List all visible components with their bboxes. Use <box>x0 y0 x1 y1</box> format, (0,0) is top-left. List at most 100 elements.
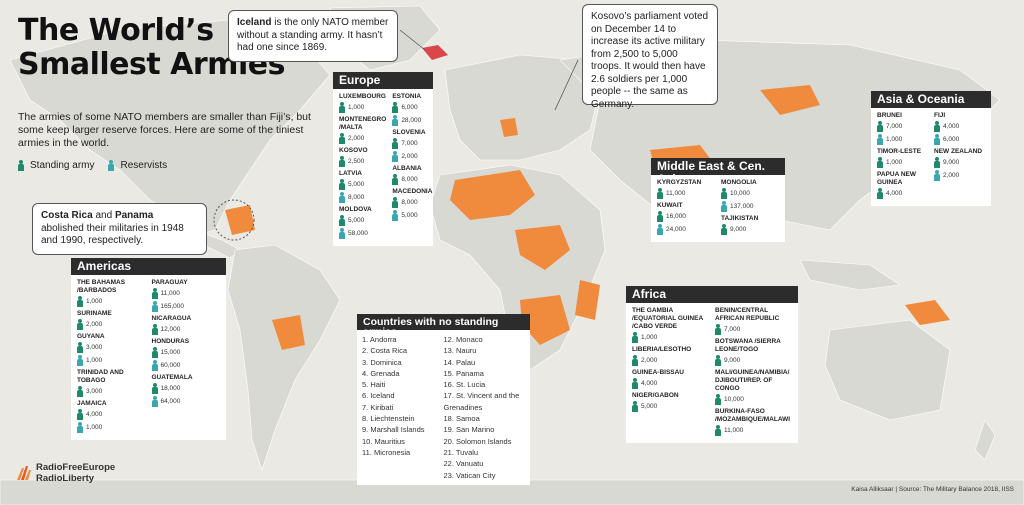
country-entry: BENIN/CENTRAL AFRICAN REPUBLIC 7,000 <box>715 307 792 336</box>
standing-army-icon <box>151 324 158 335</box>
page-title: The World’s Smallest Armies <box>18 14 285 82</box>
country-entry: GUYANA 3,000 1,000 <box>77 333 146 367</box>
mideast-panel-title: Middle East & Cen. Asia <box>651 158 785 186</box>
standing-army-row: 11,000 <box>657 187 715 200</box>
iceland-highlight <box>422 45 448 60</box>
country-name: TAJIKISTAN <box>721 215 759 222</box>
standing-army-row: 3,000 <box>77 341 146 354</box>
no-army-list-item: 20. Solomon Islands <box>443 436 512 446</box>
standing-army-icon <box>339 133 345 144</box>
standing-army-row: 12,000 <box>151 323 221 336</box>
highlight-mongolia <box>760 85 820 115</box>
standing-army-value: 1,000 <box>348 104 365 111</box>
highlight-png <box>905 300 950 325</box>
reservist-icon <box>339 192 345 203</box>
standing-army-row: 6,000 <box>392 101 432 114</box>
country-entry: HONDURAS 15,000 60,000 <box>151 338 221 372</box>
country-entry: MACEDONIA 8,000 5,000 <box>392 188 432 222</box>
no-army-list-item: 14. Palau <box>443 357 476 367</box>
standing-army-icon <box>632 355 638 366</box>
standing-army-value: 15,000 <box>160 349 181 356</box>
americas-panel-title: Americas <box>71 258 226 275</box>
standing-army-value: 11,000 <box>666 190 686 197</box>
country-name: SURINAME <box>77 310 112 317</box>
standing-army-value: 2,000 <box>641 357 658 364</box>
country-name: JAMAICA <box>77 400 107 407</box>
country-entry: LIBERIA/LESOTHO 2,000 <box>632 346 709 367</box>
standing-army-row: 15,000 <box>151 346 221 359</box>
standing-army-value: 18,000 <box>160 385 181 392</box>
iceland-callout-bold: Iceland <box>237 17 272 28</box>
country-entry: SURINAME 2,000 <box>77 310 146 331</box>
standing-army-row: 5,000 <box>339 178 386 191</box>
no-army-list-item: 17. St. Vincent and the Grenadines <box>443 391 520 412</box>
standing-army-icon <box>721 188 727 199</box>
standing-army-value: 7,000 <box>886 123 903 130</box>
standing-army-icon <box>77 409 83 420</box>
country-entry: NICARAGUA 12,000 <box>151 315 221 336</box>
no-army-list-item: 13. Nauru <box>443 346 477 356</box>
legend: Standing army Reservists <box>18 160 175 171</box>
standing-army-icon <box>632 378 638 389</box>
country-entry: LUXEMBOURG 1,000 <box>339 93 386 114</box>
panama-bold: Panama <box>114 210 154 221</box>
standing-army-row: 5,000 <box>339 214 386 227</box>
middle-east-panel: Middle East & Cen. Asia KYRGYZSTAN 11,000 K… <box>651 158 785 242</box>
no-army-list-item: 3. Dominica <box>362 357 402 367</box>
europe-landmass <box>444 54 601 161</box>
costa-rica-callout: Costa Rica and Panama abolished their mi… <box>32 203 207 255</box>
standing-army-icon <box>657 211 663 222</box>
standing-army-icon <box>721 224 727 235</box>
reservist-value: 60,000 <box>160 362 181 369</box>
reservist-value: 1,000 <box>86 424 103 431</box>
no-army-list-item: 16. St. Lucia <box>443 380 486 390</box>
costa-rica-callout-text: abolished their militaries in 1948 and 1… <box>41 222 184 247</box>
reservist-row: 1,000 <box>877 133 928 146</box>
standing-army-icon <box>715 324 721 335</box>
country-name: LATVIA <box>339 170 362 177</box>
standing-army-row: 4,000 <box>632 377 709 390</box>
country-name: KOSOVO <box>339 147 368 154</box>
standing-army-value: 1,000 <box>641 334 658 341</box>
highlight-central-africa <box>515 225 570 270</box>
standing-army-value: 4,000 <box>886 190 903 197</box>
country-entry: NEW ZEALAND 9,000 2,000 <box>934 148 985 182</box>
standing-army-value: 9,000 <box>724 357 741 364</box>
highlight-central-america <box>225 205 255 235</box>
reservist-value: 2,000 <box>401 153 418 160</box>
reservist-value: 137,000 <box>730 203 754 210</box>
standing-army-value: 5,000 <box>348 217 365 224</box>
standing-army-icon <box>77 342 83 353</box>
reservist-row: 1,000 <box>77 354 146 367</box>
standing-army-icon <box>392 197 399 208</box>
standing-army-value: 6,000 <box>401 104 418 111</box>
standing-army-value: 4,000 <box>641 380 658 387</box>
standing-army-value: 7,000 <box>724 326 741 333</box>
reservist-icon <box>392 151 399 162</box>
europe-panel: Europe LUXEMBOURG 1,000 MONTENEGRO /MALTA 2,… <box>333 72 433 246</box>
legend-standing-label: Standing army <box>30 160 95 171</box>
country-entry: TRINIDAD AND TOBAGO 3,000 <box>77 369 146 398</box>
highlight-west-africa <box>450 170 535 220</box>
country-entry: ESTONIA 6,000 28,000 <box>392 93 432 127</box>
no-army-list-item: 6. Iceland <box>362 391 395 401</box>
standing-army-row: 1,000 <box>77 295 146 308</box>
standing-army-row: 2,000 <box>339 132 386 145</box>
country-entry: PARAGUAY 11,000 165,000 <box>151 279 221 313</box>
country-name: TRINIDAD AND TOBAGO <box>77 369 124 384</box>
standing-army-value: 9,000 <box>730 226 747 233</box>
country-name: ESTONIA <box>392 93 422 100</box>
costa-rica-marker <box>213 199 255 241</box>
reservist-icon <box>877 134 883 145</box>
standing-army-icon <box>339 179 345 190</box>
country-name: BRUNEI <box>877 112 902 119</box>
standing-army-row: 4,000 <box>934 120 985 133</box>
standing-army-icon <box>339 102 345 113</box>
iceland-pointer <box>399 29 426 51</box>
asia-col1: BRUNEI 7,000 1,000 TIMOR-LESTE 1,000 PAPUA NE… <box>877 112 928 202</box>
standing-army-icon <box>934 121 940 132</box>
no-army-list-item: 15. Panama <box>443 368 484 378</box>
costa-rica-bold: Costa Rica <box>41 210 93 221</box>
rferl-logo: RadioFreeEurope RadioLiberty <box>14 462 115 484</box>
credit: Kaisa Alliksaar | Source: The Military B… <box>851 486 1014 493</box>
